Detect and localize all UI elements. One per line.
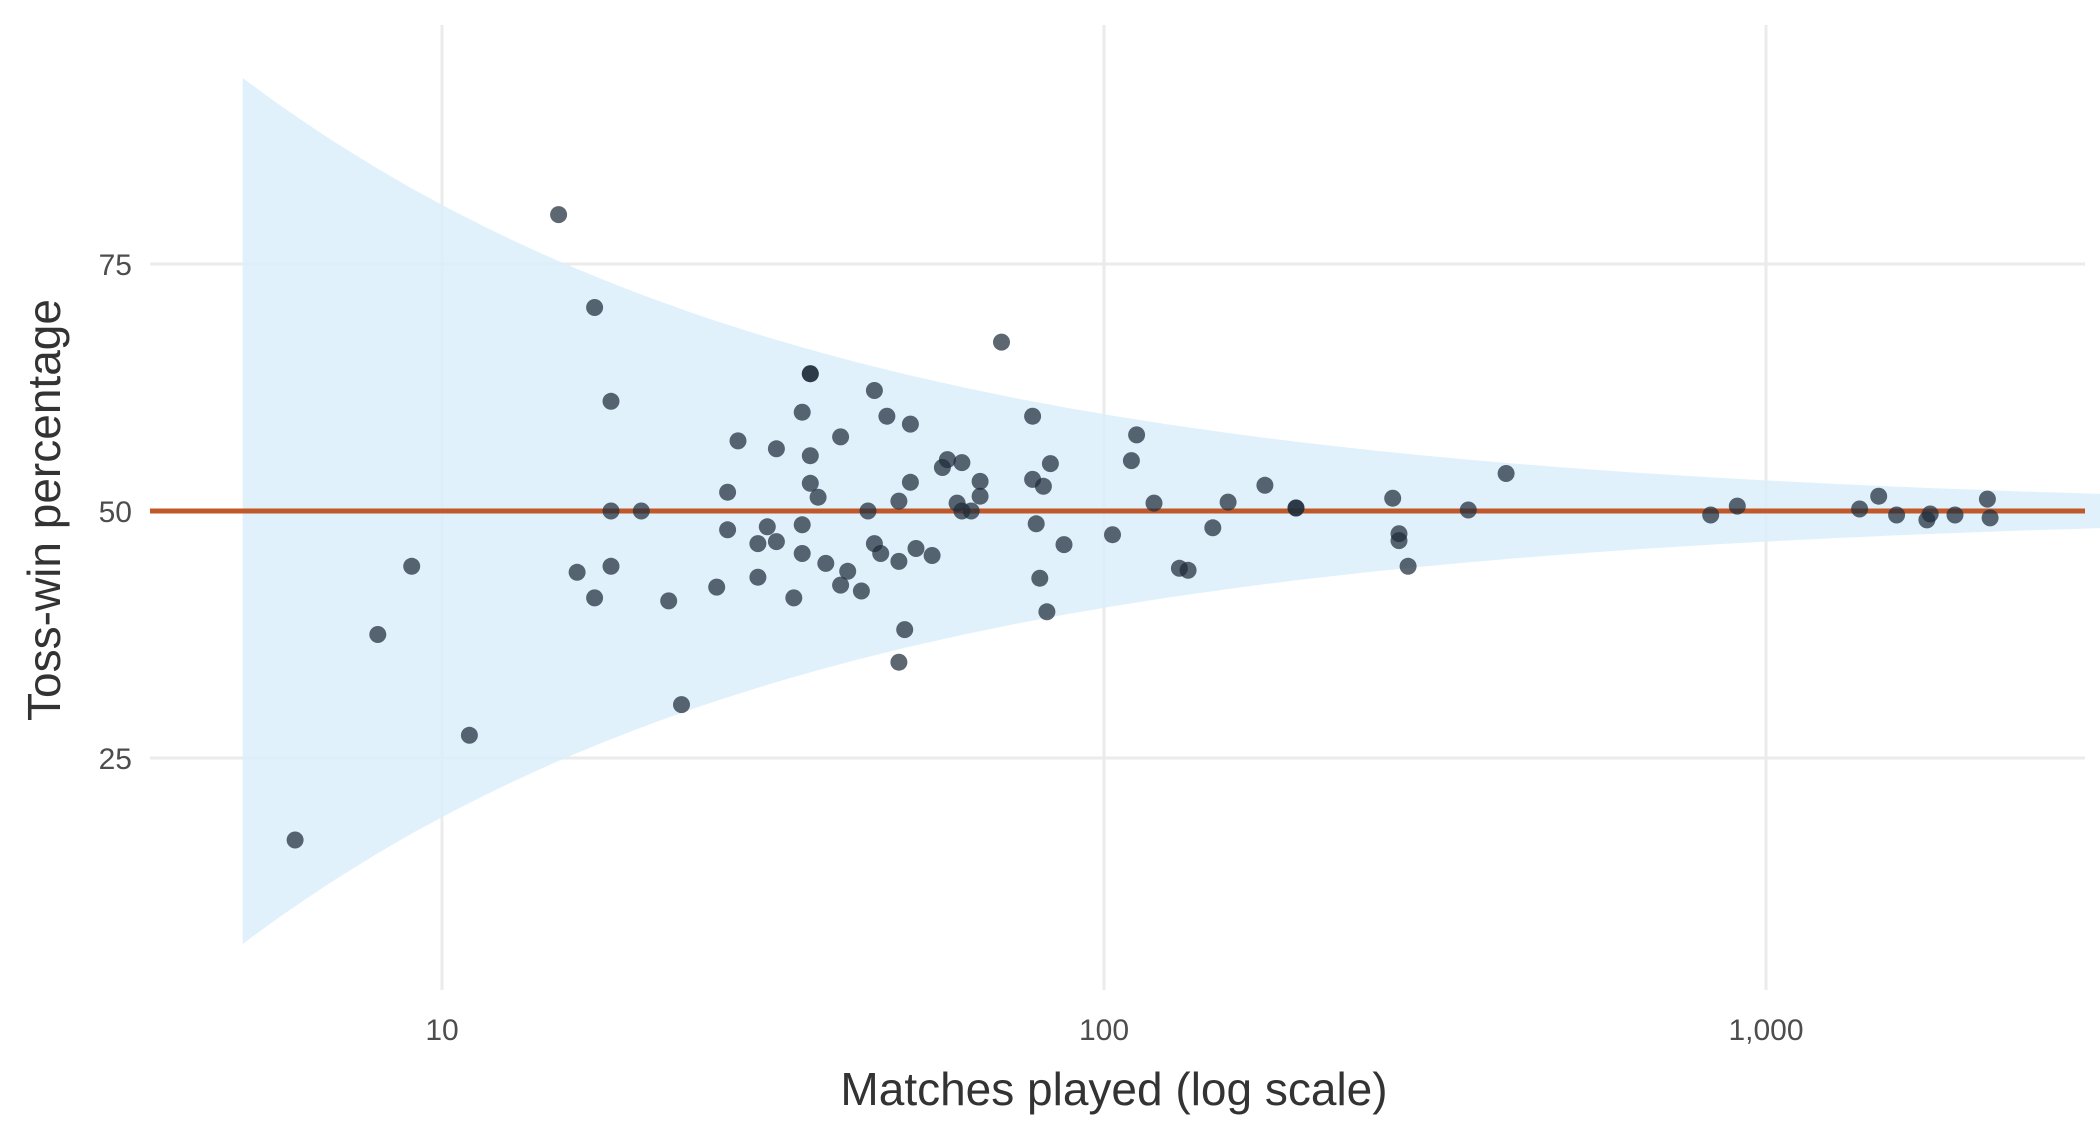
x-tick-label: 1,000 (1728, 1014, 1803, 1047)
data-point (901, 415, 919, 433)
data-point (602, 502, 620, 520)
data-point (403, 557, 421, 575)
data-point (907, 540, 925, 557)
x-axis-title: Matches played (log scale) (840, 1063, 1387, 1115)
data-point (586, 589, 604, 607)
data-point (1145, 494, 1163, 512)
data-point (719, 483, 737, 501)
data-point (1219, 493, 1237, 511)
data-point (839, 562, 857, 580)
data-point (809, 488, 827, 506)
data-point (1888, 506, 1906, 524)
data-point (632, 502, 650, 520)
data-point (801, 447, 819, 465)
x-tick-label: 10 (425, 1014, 458, 1047)
data-point (767, 533, 785, 551)
data-point (890, 552, 908, 570)
data-point (1031, 569, 1049, 587)
data-point (865, 382, 883, 399)
data-point (1179, 561, 1197, 579)
data-point (817, 554, 835, 572)
data-point (1497, 465, 1515, 482)
data-point (801, 474, 819, 492)
data-point (1384, 489, 1402, 507)
data-points (286, 206, 1999, 849)
data-point (1287, 499, 1305, 517)
data-point (602, 392, 620, 410)
data-point (1390, 532, 1408, 550)
data-point (749, 535, 767, 553)
data-point (568, 563, 586, 581)
data-point (923, 547, 941, 564)
data-point (1204, 519, 1222, 537)
data-point (953, 454, 971, 472)
data-point (550, 206, 568, 224)
data-point (1459, 501, 1477, 519)
data-point (872, 545, 890, 562)
data-point (962, 502, 980, 520)
data-point (901, 473, 919, 491)
data-point (859, 502, 877, 520)
data-point (758, 518, 776, 536)
data-point (801, 365, 819, 383)
data-point (1041, 455, 1059, 473)
data-point (890, 653, 908, 671)
y-tick-label: 75 (99, 249, 132, 282)
data-point (660, 592, 678, 610)
data-point (1978, 490, 1996, 508)
data-point (1981, 509, 1999, 527)
data-point (1728, 497, 1746, 515)
data-point (793, 516, 811, 534)
data-point (369, 626, 387, 643)
data-point (1024, 407, 1042, 425)
data-point (852, 582, 870, 600)
data-point (890, 492, 908, 510)
data-point (971, 487, 989, 505)
x-tick-label: 100 (1079, 1014, 1129, 1047)
data-point (832, 428, 850, 446)
data-point (1038, 603, 1056, 621)
data-point (1027, 515, 1045, 533)
data-point (673, 696, 690, 714)
tick-labels: 10 100 1,000 25 50 75 (99, 249, 1804, 1047)
data-point (785, 589, 803, 607)
data-point (1122, 452, 1140, 470)
data-point (1256, 476, 1274, 494)
data-point (1946, 506, 1964, 524)
data-point (993, 333, 1010, 351)
y-axis-title: Toss-win percentage (18, 299, 70, 721)
y-tick-label: 25 (99, 743, 132, 776)
data-point (286, 831, 304, 849)
data-point (749, 568, 767, 586)
data-point (719, 521, 737, 539)
data-point (971, 472, 989, 490)
data-point (767, 440, 785, 458)
data-point (460, 726, 478, 744)
data-point (1399, 557, 1417, 575)
data-point (1128, 426, 1146, 444)
y-tick-label: 50 (99, 496, 132, 529)
data-point (1851, 500, 1869, 518)
data-point (729, 432, 747, 450)
data-point (832, 576, 850, 594)
data-point (1921, 505, 1939, 523)
data-point (1870, 487, 1888, 505)
data-point (793, 545, 811, 562)
data-point (878, 407, 896, 425)
data-point (896, 621, 914, 639)
data-point (1702, 506, 1720, 524)
data-point (1055, 536, 1073, 554)
data-point (1034, 477, 1052, 495)
data-point (708, 578, 726, 596)
data-point (1104, 526, 1121, 544)
data-point (938, 451, 956, 469)
data-point (602, 557, 620, 575)
data-point (586, 299, 604, 316)
data-point (793, 403, 811, 421)
